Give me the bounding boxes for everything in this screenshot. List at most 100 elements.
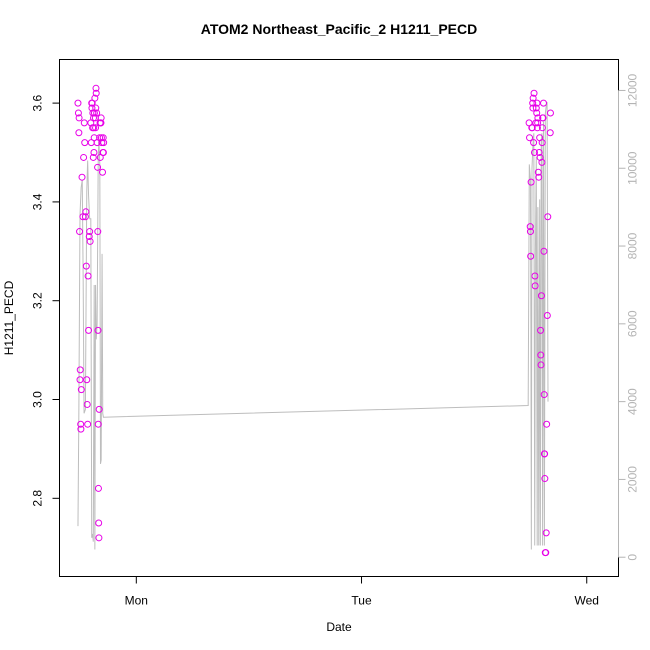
data-point	[537, 351, 545, 359]
data-point	[100, 139, 108, 147]
data-point	[528, 124, 536, 132]
data-point	[79, 213, 87, 221]
data-point	[531, 282, 539, 290]
data-point	[532, 104, 540, 112]
data-point	[94, 228, 102, 236]
right-tick-label: 6000	[626, 310, 640, 337]
data-point	[93, 109, 101, 117]
data-point	[92, 84, 100, 92]
data-point	[529, 94, 537, 102]
data-point	[527, 252, 535, 260]
right-tick-label: 0	[626, 554, 640, 561]
data-point	[529, 104, 537, 112]
x-axis-label: Date	[326, 620, 352, 634]
left-tick-label: 3.4	[31, 193, 45, 210]
data-point	[74, 109, 82, 117]
data-point	[83, 376, 91, 384]
data-point	[89, 153, 97, 161]
left-axis: 2.8 3.0 3.2 3.4 3.6	[31, 94, 60, 507]
data-point	[529, 99, 537, 107]
series-line	[77, 102, 549, 550]
data-point	[99, 134, 107, 142]
data-point	[95, 519, 103, 527]
data-point	[538, 158, 546, 166]
data-point	[542, 529, 550, 537]
data-point	[75, 114, 83, 122]
data-point	[533, 99, 541, 107]
data-point	[97, 114, 105, 122]
data-point	[537, 292, 545, 300]
data-point	[95, 534, 103, 542]
data-point	[546, 129, 554, 137]
data-point	[533, 124, 541, 132]
data-point	[526, 223, 534, 231]
data-point	[540, 247, 548, 255]
y-axis-label: H1211_PECD	[2, 280, 16, 355]
data-point	[82, 262, 90, 270]
data-point	[76, 228, 84, 236]
data-point	[92, 104, 100, 112]
left-tick-label: 3.0	[31, 391, 45, 408]
bottom-axis: Mon Tue Wed	[125, 576, 599, 608]
data-point	[538, 124, 546, 132]
data-point	[77, 386, 85, 394]
data-point	[81, 213, 89, 221]
data-point	[535, 173, 543, 181]
right-tick-label: 10000	[626, 151, 640, 185]
data-point	[533, 109, 541, 117]
data-point	[85, 326, 93, 334]
data-point	[81, 139, 89, 147]
data-point	[544, 213, 552, 221]
data-point	[542, 549, 550, 557]
data-point	[77, 420, 85, 428]
data-point	[90, 109, 98, 117]
data-point	[82, 208, 90, 216]
left-tick-label: 2.8	[31, 490, 45, 507]
data-point	[534, 114, 542, 122]
left-tick-label: 3.6	[31, 94, 45, 111]
data-point	[526, 228, 534, 236]
data-point	[94, 420, 102, 428]
data-point	[90, 134, 98, 142]
data-point	[75, 129, 83, 137]
plot-series	[74, 84, 554, 557]
data-point	[99, 168, 107, 176]
data-point	[84, 420, 92, 428]
data-point	[91, 94, 99, 102]
data-point	[543, 420, 551, 428]
data-point	[83, 400, 91, 408]
data-point	[90, 149, 98, 157]
data-point	[86, 237, 94, 245]
data-point	[543, 312, 551, 320]
data-point	[84, 272, 92, 280]
data-point	[95, 405, 103, 413]
data-point	[92, 89, 100, 97]
data-point	[536, 153, 544, 161]
data-point	[537, 326, 545, 334]
data-point	[537, 361, 545, 369]
data-point	[540, 391, 548, 399]
data-point	[94, 326, 102, 334]
data-point	[78, 173, 86, 181]
data-point	[80, 119, 88, 127]
chart-title: ATOM2 Northeast_Pacific_2 H1211_PECD	[201, 21, 478, 37]
data-point	[92, 124, 100, 132]
data-point	[540, 99, 547, 107]
data-point	[530, 139, 538, 147]
left-tick-label: 3.2	[31, 292, 45, 309]
data-point	[80, 153, 88, 161]
right-tick-label: 12000	[626, 73, 640, 107]
data-point	[527, 178, 535, 186]
data-point	[546, 109, 554, 117]
data-point	[526, 134, 534, 142]
bottom-tick-label: Mon	[125, 594, 148, 608]
data-point	[530, 89, 538, 97]
data-point	[77, 425, 85, 433]
data-point	[538, 139, 546, 147]
data-point	[76, 366, 84, 374]
data-point	[85, 232, 93, 240]
data-point	[97, 119, 105, 127]
data-point	[76, 376, 84, 384]
data-point	[535, 149, 543, 157]
